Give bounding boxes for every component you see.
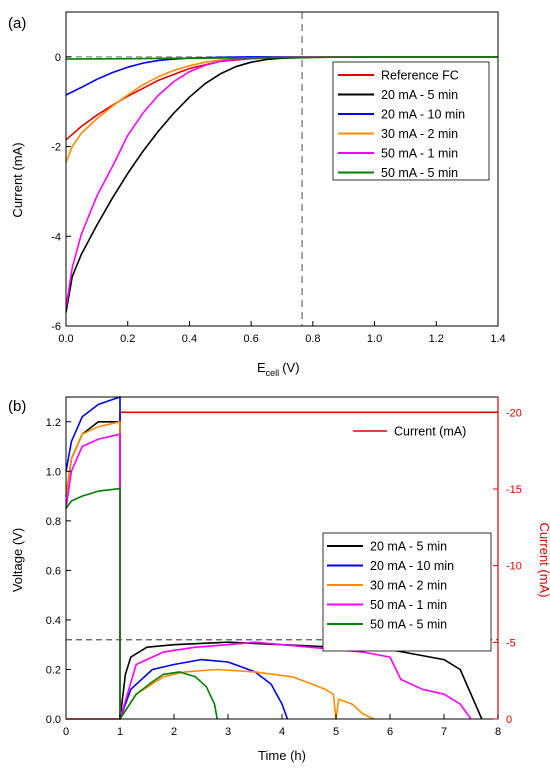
series-line-20-ma-10-min: [65, 396, 289, 720]
right-y-tick-label: -5: [506, 637, 516, 649]
legend-label: 20 mA - 5 min: [381, 88, 458, 102]
x-tick-label: 6: [387, 726, 393, 738]
panel-a-legend-box: [332, 61, 490, 181]
x-tick-label: 7: [441, 726, 447, 738]
panel-b-x-axis-title: Time (h): [258, 748, 306, 763]
series-line-50-ma-5-min: [65, 56, 498, 60]
series-line-50-ma-5-min: [65, 487, 218, 720]
right-y-tick-label: -10: [506, 561, 522, 573]
panel-a-x-axis-title: Ecell (V): [257, 360, 300, 378]
series-line-20-ma-10-min: [65, 56, 498, 96]
panel-b-y-axis-title: Voltage (V): [10, 528, 25, 592]
y-tick-label: 0: [55, 52, 61, 64]
x-tick-label: 2: [171, 726, 177, 738]
panel-b-series: [65, 396, 498, 720]
legend-label: 50 mA - 1 min: [381, 147, 458, 161]
y-tick-label: 0.2: [46, 664, 61, 676]
panel-b-chart: (b) Voltage (V) Current (mA) Time (h) 0 1…: [8, 396, 550, 763]
panel-a-plot-frame: [65, 11, 499, 327]
panel-a-x-axis-title-sub: cell: [266, 368, 280, 378]
panel-a-x-axis-title-main: E: [257, 360, 266, 375]
legend-label: 30 mA - 2 min: [370, 579, 447, 593]
series-line-30-ma-2-min: [65, 420, 375, 720]
legend-label: 50 mA - 5 min: [381, 166, 458, 180]
panel-a-x-axis-title-unit: (V): [282, 360, 299, 375]
legend-label: 50 mA - 5 min: [370, 618, 447, 632]
right-y-tick-label: 0: [506, 714, 512, 726]
x-tick-label: 0.4: [182, 333, 197, 345]
legend-label: 30 mA - 2 min: [381, 127, 458, 141]
x-tick-label: 1: [117, 726, 123, 738]
y-tick-label: 0.4: [46, 615, 61, 627]
x-tick-label: 0.6: [243, 333, 258, 345]
x-tick-label: 0.8: [305, 333, 320, 345]
series-line-20-ma-5-min: [65, 420, 483, 720]
legend-label: 50 mA - 1 min: [370, 598, 447, 612]
y-tick-label: 0.6: [46, 565, 61, 577]
x-tick-label: 8: [495, 726, 501, 738]
y-tick-label: -6: [51, 321, 61, 333]
legend-label: 20 mA - 10 min: [381, 108, 465, 122]
series-line-50-ma-1-min: [65, 433, 472, 720]
x-tick-label: 3: [225, 726, 231, 738]
legend-label: Reference FC: [381, 69, 459, 83]
panel-b-current-legend: Current (mA): [353, 425, 466, 439]
panel-b-ticks: 0 1 2 3 4 5 6 7 8 0.0 0.2 0.4 0.6 0.8 1.0 1.2 0 -5 -10 -15 -…: [46, 407, 522, 738]
panel-a-series: [65, 56, 498, 313]
x-tick-label: 1.0: [367, 333, 382, 345]
x-tick-label: 0.0: [58, 333, 73, 345]
y-tick-label: 0.0: [46, 714, 61, 726]
y-tick-label: -2: [51, 142, 61, 154]
legend-label: 20 mA - 5 min: [370, 540, 447, 554]
panel-b-right-y-axis-title: Current (mA): [537, 522, 550, 597]
x-tick-label: 1.4: [490, 333, 505, 345]
panel-a-legend: Reference FC 20 mA - 5 min 20 mA - 10 min 3…: [332, 61, 490, 181]
current-legend-label: Current (mA): [394, 425, 466, 439]
panel-a-y-axis-title: Current (mA): [10, 142, 25, 217]
right-y-tick-label: -15: [506, 484, 522, 496]
panel-b-label: (b): [8, 398, 26, 415]
right-y-tick-label: -20: [506, 407, 522, 419]
x-tick-label: 0.2: [120, 333, 135, 345]
y-tick-label: -4: [51, 231, 61, 243]
y-tick-label: 0.8: [46, 516, 61, 528]
x-tick-label: 1.2: [429, 333, 444, 345]
panel-a-ticks: 0.0 0.2 0.4 0.6 0.8 1.0 1.2 1.4 0 -2 -4 -6: [51, 52, 505, 345]
panel-b-legend-box: [322, 532, 492, 652]
panel-a-chart: (a) Current (mA) Ecell (V) 0.0 0.2 0.4 0.6 0.…: [8, 11, 506, 378]
panel-a-label: (a): [8, 15, 26, 32]
x-tick-label: 0: [63, 726, 69, 738]
legend-label: 20 mA - 10 min: [370, 559, 454, 573]
x-tick-label: 4: [279, 726, 285, 738]
x-tick-label: 5: [333, 726, 339, 738]
y-tick-label: 1.0: [46, 466, 61, 478]
panel-b-legend: 20 mA - 5 min 20 mA - 10 min 30 mA - 2 min…: [322, 532, 492, 652]
y-tick-label: 1.2: [46, 417, 61, 429]
